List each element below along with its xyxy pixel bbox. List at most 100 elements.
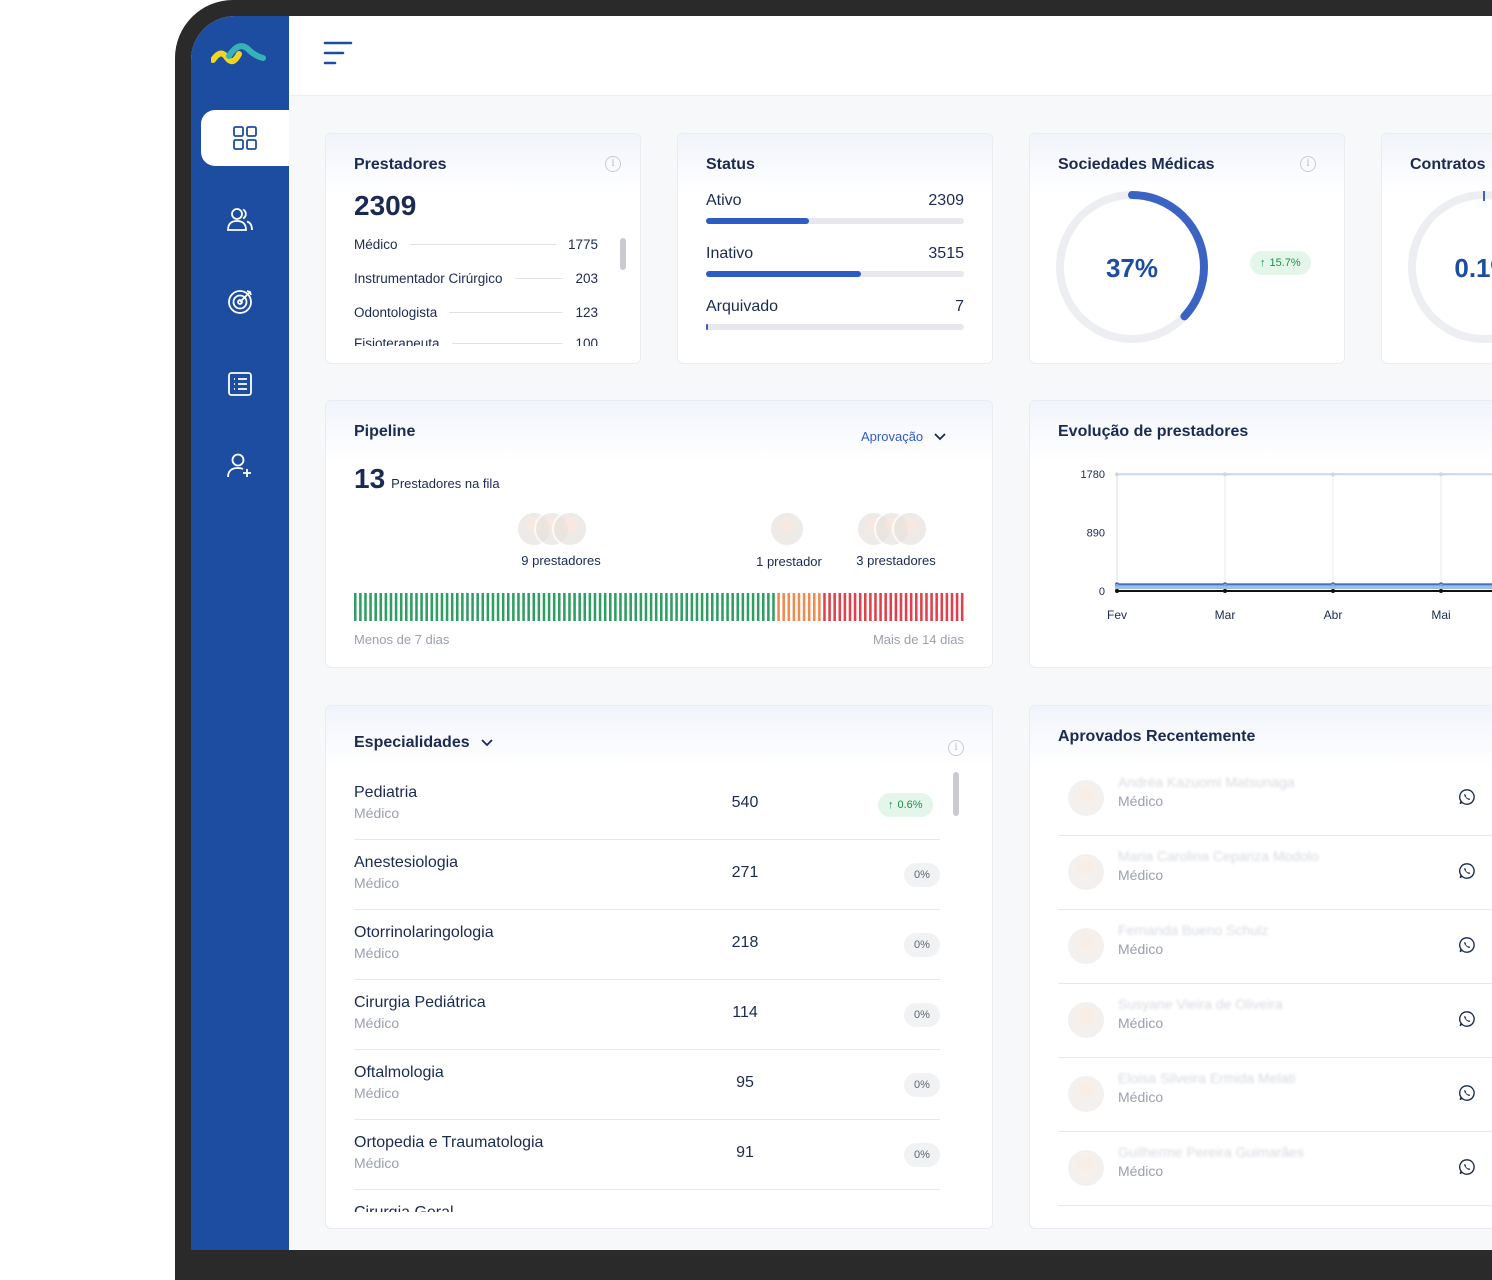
pipeline-tick	[639, 593, 643, 621]
pipeline-tick	[384, 593, 388, 621]
especialidade-name: Cirurgia Pediátrica	[354, 994, 486, 1011]
pipeline-tick	[547, 593, 551, 621]
pipeline-tick	[802, 593, 806, 621]
pipeline-tick	[486, 593, 490, 621]
approved-provider-row[interactable]: Fernanda Bueno Schulz Médico	[1058, 910, 1492, 984]
pipeline-tick	[440, 593, 444, 621]
prestadores-title: Prestadores	[354, 156, 447, 173]
status-bar	[706, 324, 964, 330]
evolucao-line-chart: FevMarAbrMaiJun17808900	[1081, 469, 1492, 622]
x-tick-label: Fev	[1107, 608, 1127, 622]
pipeline-tick	[660, 593, 663, 621]
card-header	[326, 134, 640, 194]
pipeline-tick	[374, 593, 377, 621]
pipeline-tick	[430, 593, 434, 621]
especialidades-dropdown[interactable]: Especialidades	[354, 734, 494, 752]
target-icon	[228, 290, 252, 314]
nav-dashboard[interactable]	[201, 110, 289, 166]
pipeline-tick	[782, 593, 785, 621]
prestador-type-label: Instrumentador Cirúrgico	[354, 270, 503, 286]
pipeline-tick	[425, 593, 428, 621]
pipeline-tick	[925, 593, 928, 621]
approved-provider-row[interactable]: Susyane Vieira de Oliveira Médico	[1058, 984, 1492, 1058]
trend-badge: 0%	[904, 1003, 940, 1027]
pipeline-tick	[644, 593, 648, 621]
status-bar	[706, 218, 964, 224]
scrollbar-thumb[interactable]	[620, 238, 626, 270]
whatsapp-icon[interactable]	[1458, 936, 1476, 954]
nav-lists[interactable]	[191, 356, 289, 412]
especialidade-count: 271	[731, 864, 759, 881]
especialidade-count: 95	[736, 1074, 754, 1091]
prestador-type-value: 203	[575, 270, 598, 286]
pipeline-tick	[904, 593, 908, 621]
provider-name: Fernanda Bueno Schulz	[1118, 922, 1269, 938]
pipeline-tick	[920, 593, 923, 621]
pipeline-tick	[705, 593, 709, 621]
pipeline-tick	[629, 593, 632, 621]
data-point	[1115, 586, 1119, 591]
data-point	[1223, 586, 1227, 591]
scrollbar-thumb[interactable]	[953, 772, 959, 816]
info-icon[interactable]: i	[948, 740, 964, 756]
card-header	[1382, 134, 1492, 194]
pipeline-tick	[665, 593, 668, 621]
especialidade-row[interactable]: Ortopedia e Traumatologia Médico 91 0%	[354, 1120, 940, 1190]
status-card: Status Ativo 2309 Inativo 3515 Arquivado 7	[677, 133, 993, 364]
pipeline-count-label: Prestadores na fila	[391, 476, 500, 491]
contratos-percent: 0.1%	[1454, 253, 1492, 283]
nav-add-user[interactable]	[191, 438, 289, 494]
whatsapp-icon[interactable]	[1458, 1158, 1476, 1176]
whatsapp-icon[interactable]	[1458, 1084, 1476, 1102]
pipeline-tick	[716, 593, 719, 621]
especialidade-row[interactable]: Pediatria Médico 540 ↑ 0.6%	[354, 770, 940, 840]
especialidade-name: Otorrinolaringologia	[354, 924, 494, 941]
pipeline-tick	[532, 593, 536, 621]
avatar	[1068, 1002, 1104, 1038]
pipeline-tick	[598, 593, 602, 621]
aprovados-title: Aprovados Recentemente	[1058, 728, 1256, 745]
especialidade-row[interactable]: Anestesiologia Médico 271 0%	[354, 840, 940, 910]
card-header	[326, 401, 992, 461]
approved-provider-row[interactable]: Maria Carolina Cepariza Modolo Médico	[1058, 836, 1492, 910]
info-icon[interactable]: i	[1300, 156, 1316, 172]
nav-targets[interactable]	[191, 273, 289, 329]
info-icon[interactable]: i	[605, 156, 621, 172]
whatsapp-icon[interactable]	[1458, 788, 1476, 806]
pipeline-tick	[940, 593, 944, 621]
pipeline-tick	[797, 593, 801, 621]
pipeline-card: Pipeline Aprovação 13 Prestadores na fil…	[325, 400, 993, 668]
especialidade-row[interactable]: Otorrinolaringologia Médico 218 0%	[354, 910, 940, 980]
sociedades-donut-arc	[1056, 191, 1208, 343]
approved-provider-row[interactable]: Andréa Kazuomi Matsunaga Médico	[1058, 762, 1492, 836]
status-bar-fill	[706, 324, 708, 330]
whatsapp-icon[interactable]	[1458, 862, 1476, 880]
especialidade-row[interactable]: Cirurgia GeralMédico	[354, 1190, 940, 1212]
pipeline-tick	[654, 593, 658, 621]
approved-provider-row[interactable]: Eloisa Silveira Ermida Melati Médico	[1058, 1058, 1492, 1132]
pipeline-tick	[491, 593, 495, 621]
pipeline-tick	[945, 593, 949, 621]
pipeline-tick	[889, 593, 893, 621]
pipeline-tick	[512, 593, 515, 621]
x-tick-label: Mar	[1215, 608, 1236, 622]
contratos-donut: 0.1%	[1408, 191, 1492, 343]
pipeline-tick	[807, 593, 811, 621]
pipeline-tick	[456, 593, 459, 621]
especialidade-category: Médico	[354, 945, 400, 961]
menu-toggle-icon[interactable]	[323, 41, 353, 67]
especialidade-category: Médico	[354, 1155, 400, 1171]
pipeline-tick	[568, 593, 571, 621]
chevron-down-icon	[480, 739, 493, 747]
approved-provider-row[interactable]: Guilherme Pereira Guimarães Médico	[1058, 1132, 1492, 1206]
pipeline-tick	[558, 593, 561, 621]
pipeline-stage-dropdown[interactable]: Aprovação	[861, 429, 947, 444]
nav-prestadores[interactable]	[191, 191, 289, 247]
arrow-up-icon: ↑	[888, 799, 894, 811]
pipeline-tick	[394, 593, 398, 621]
especialidade-row[interactable]: Cirurgia Pediátrica Médico 114 0%	[354, 980, 940, 1050]
y-tick-label: 0	[1099, 586, 1105, 598]
especialidade-name: Oftalmologia	[354, 1064, 444, 1081]
especialidade-row[interactable]: Oftalmologia Médico 95 0%	[354, 1050, 940, 1120]
whatsapp-icon[interactable]	[1458, 1010, 1476, 1028]
